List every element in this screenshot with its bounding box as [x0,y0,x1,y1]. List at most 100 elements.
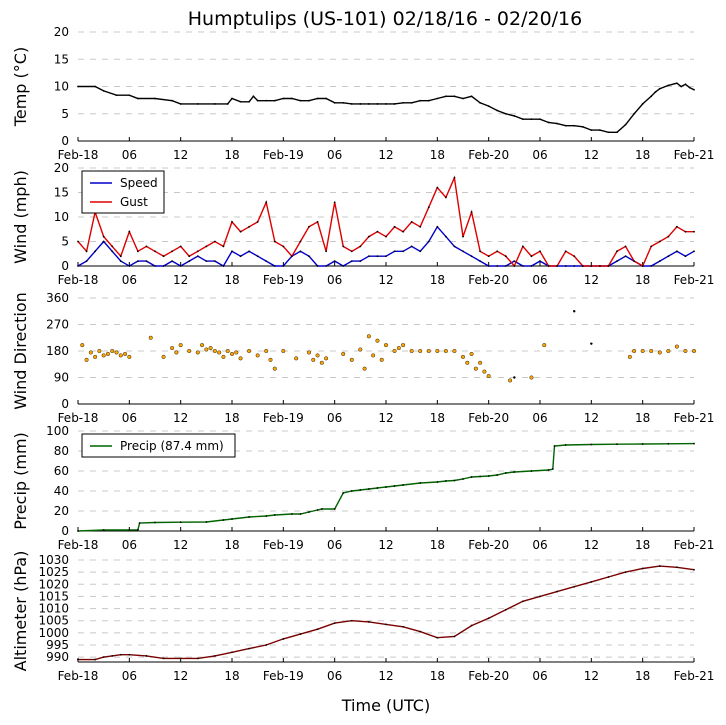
x-tick-label: Feb-19 [263,273,304,287]
data-point [453,95,456,98]
data-point [213,260,216,262]
direction-point [170,346,175,351]
data-point [693,230,695,233]
data-point [504,112,507,115]
data-point [496,250,499,253]
y-tick-label: 90 [54,371,69,385]
data-point [427,99,430,102]
direction-point [311,357,316,362]
direction-point [217,350,222,355]
x-tick-label: 12 [378,538,393,552]
y-tick-label: 20 [54,25,69,39]
data-point [453,479,456,482]
data-point [367,621,370,623]
data-point [171,260,174,262]
data-point [222,245,225,248]
data-point [367,235,370,238]
x-tick-label: 12 [584,669,599,683]
data-point [231,518,233,520]
data-point [196,255,199,258]
data-point [564,444,567,446]
x-tick-label: 06 [122,411,137,425]
y-axis-label: Precip (mm) [11,432,30,530]
data-point [385,623,387,626]
data-point [136,528,139,531]
data-point [77,530,79,532]
data-point [684,230,687,233]
direction-point [268,357,273,362]
data-point [85,250,88,253]
data-point [641,443,644,445]
data-point [513,471,516,473]
data-point [607,265,610,267]
data-point [453,176,456,179]
x-tick-label: Feb-19 [263,669,304,683]
data-point [410,221,413,223]
data-point [222,265,225,267]
y-tick-label: 10 [54,210,69,224]
direction-point [529,375,534,380]
data-point [675,225,678,228]
data-point [402,230,405,233]
data-point [658,260,661,262]
data-point [128,529,131,531]
direction-point [358,347,363,352]
y-tick-label: 1000 [38,626,69,640]
data-point [680,85,683,88]
y-tick-label: 180 [46,344,69,358]
data-point [551,468,554,470]
data-point [675,82,678,85]
data-point [128,94,131,97]
direction-point [461,354,466,359]
data-point [487,617,490,620]
data-point [350,619,353,622]
direction-point [229,351,234,356]
data-point [650,95,653,98]
data-point [573,265,576,267]
direction-point [396,346,401,351]
data-point [675,566,678,569]
y-tick-label: 5 [61,107,69,121]
outlier-point [573,310,576,313]
data-point [436,481,439,483]
direction-point [486,374,491,379]
data-point [248,250,251,253]
direction-point [123,351,128,356]
data-point [333,201,336,204]
data-point [487,255,490,258]
data-point [205,245,208,248]
data-point [444,235,447,238]
data-point [479,260,482,262]
data-point [436,225,439,228]
data-point [145,260,148,262]
data-point [205,521,208,523]
series-line-speed [77,225,695,267]
data-point [547,121,550,124]
x-tick-label: 18 [635,148,650,162]
data-point [402,484,405,486]
data-point [693,250,695,253]
x-tick-label: 18 [224,669,239,683]
data-point [102,240,105,243]
direction-point [640,349,645,354]
data-point [624,255,627,258]
data-point [470,255,473,258]
x-tick-label: 06 [122,273,137,287]
data-point [521,118,524,121]
y-tick-label: 5 [61,235,69,249]
direction-point [674,344,679,349]
data-point [252,95,255,98]
data-point [693,568,695,571]
x-tick-label: 06 [532,273,547,287]
outlier-point [590,342,593,345]
direction-point [105,351,110,356]
y-tick-label: 15 [54,186,69,200]
data-point [590,129,593,132]
data-point [350,490,353,492]
data-point [376,255,379,258]
data-point [256,221,259,223]
legend-label: Speed [120,176,158,190]
data-point [316,628,319,631]
data-point [487,265,490,267]
